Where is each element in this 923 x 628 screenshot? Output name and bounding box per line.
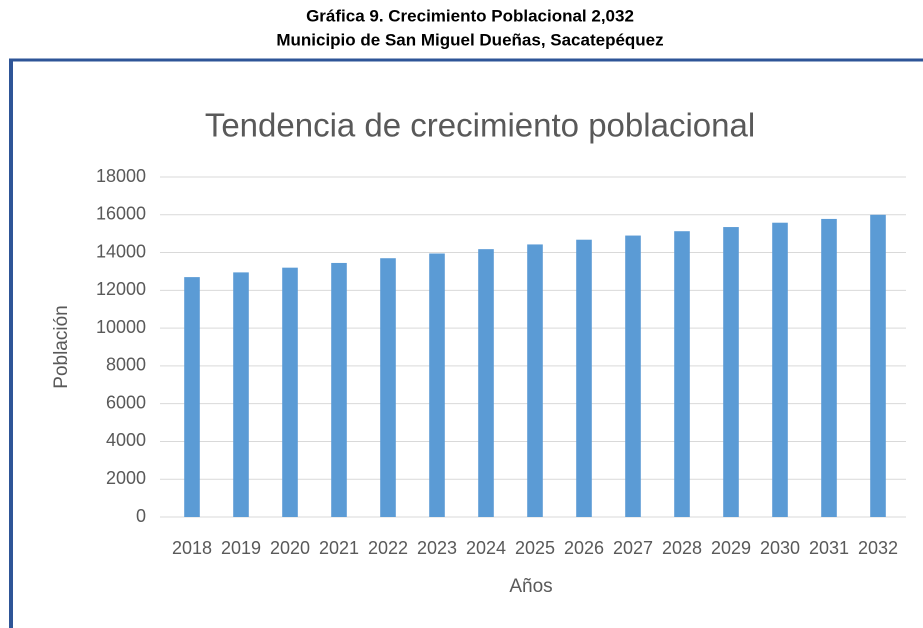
bar [625, 235, 641, 518]
y-tick-label: 10000 [96, 317, 146, 337]
x-tick-label: 2027 [613, 538, 653, 558]
y-tick-label: 12000 [96, 279, 146, 299]
caption-line: Gráfica 9. Crecimiento Poblacional 2,032 [306, 6, 634, 25]
bar [478, 249, 494, 517]
bar [380, 258, 396, 517]
bar [821, 218, 837, 517]
x-tick-label: 2030 [760, 538, 800, 558]
x-tick-label: 2025 [515, 538, 555, 558]
y-tick-label: 6000 [106, 392, 146, 412]
y-tick-label: 4000 [106, 430, 146, 450]
y-tick-label: 16000 [96, 204, 146, 224]
y-tick-label: 14000 [96, 241, 146, 261]
x-axis-label: Años [509, 576, 552, 597]
chart-title: Tendencia de crecimiento poblacional [205, 107, 755, 144]
x-tick-label: 2032 [858, 538, 898, 558]
bar [723, 227, 739, 518]
bar [674, 231, 690, 517]
bar [576, 239, 592, 517]
y-tick-label: 8000 [106, 355, 146, 375]
y-tick-label: 18000 [96, 166, 146, 186]
bar [282, 267, 298, 517]
y-tick-label: 2000 [106, 468, 146, 488]
bar [331, 262, 347, 517]
bar [184, 277, 200, 517]
x-tick-label: 2022 [368, 538, 408, 558]
x-tick-label: 2019 [221, 538, 261, 558]
bar [527, 244, 543, 517]
x-tick-label: 2026 [564, 538, 604, 558]
bar [429, 253, 445, 517]
bar [772, 222, 788, 517]
x-tick-label: 2028 [662, 538, 702, 558]
bar [870, 214, 886, 517]
caption-line: Municipio de San Miguel Dueñas, Sacatepé… [276, 30, 663, 49]
x-tick-label: 2020 [270, 538, 310, 558]
x-tick-label: 2031 [809, 538, 849, 558]
x-tick-label: 2023 [417, 538, 457, 558]
y-tick-label: 0 [136, 506, 146, 526]
x-tick-label: 2029 [711, 538, 751, 558]
bar [233, 272, 249, 517]
x-tick-label: 2024 [466, 538, 506, 558]
x-tick-label: 2021 [319, 538, 359, 558]
y-axis-label: Población [51, 305, 72, 388]
x-tick-label: 2018 [172, 538, 212, 558]
